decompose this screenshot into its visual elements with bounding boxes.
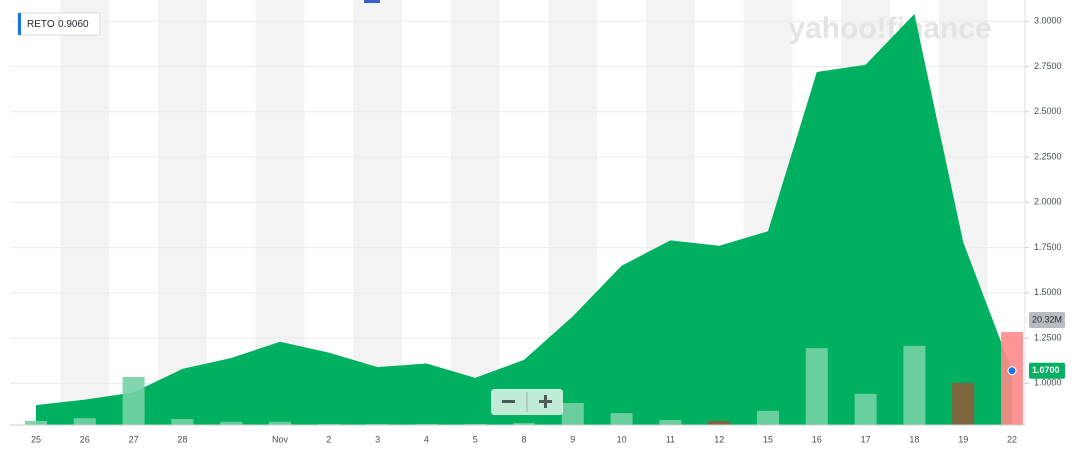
volume-bar xyxy=(171,419,194,425)
y-tick-label: 1.0000 xyxy=(1034,378,1062,388)
legend-value: 0.9060 xyxy=(58,19,89,30)
x-tick-label: 5 xyxy=(473,434,478,444)
legend: RETO 0.9060 xyxy=(17,12,101,36)
x-tick-label: 9 xyxy=(570,434,575,444)
volume-bar xyxy=(269,421,291,425)
volume-bar xyxy=(708,420,731,425)
volume-bar xyxy=(805,348,828,425)
x-tick-label: 25 xyxy=(31,434,41,444)
volume-bar xyxy=(513,423,535,425)
volume-bar xyxy=(903,345,926,425)
price-tag-label: 1.0700 xyxy=(1032,365,1060,375)
y-tick-label: 1.2500 xyxy=(1034,332,1062,342)
x-tick-label: Nov xyxy=(272,434,289,444)
y-tick-label: 2.2500 xyxy=(1034,151,1062,161)
y-tick-label: 1.5000 xyxy=(1034,287,1062,297)
volume-bar xyxy=(854,393,877,425)
top-marker xyxy=(364,0,380,3)
volume-bar xyxy=(757,410,779,425)
price-tag xyxy=(1029,362,1065,379)
x-tick-label: 3 xyxy=(375,434,380,444)
volume-bar xyxy=(73,418,96,425)
overlay: 25 26 27 28 Nov 2 3 4 5 8 9 10 11 12 15 16 17 18 19 22 1.000… xyxy=(31,16,1065,444)
x-tick-label: 2 xyxy=(326,434,331,444)
x-tick-label: 26 xyxy=(80,434,90,444)
x-tick-label: 28 xyxy=(177,434,187,444)
band xyxy=(450,0,500,425)
x-tick-label: 19 xyxy=(958,434,968,444)
price-area xyxy=(36,14,1012,425)
x-tick-label: 10 xyxy=(617,434,627,444)
y-tick-label: 2.7500 xyxy=(1034,61,1062,71)
legend-symbol: RETO xyxy=(27,19,55,30)
volume-bar xyxy=(25,420,47,425)
y-tick-label: 1.7500 xyxy=(1034,242,1062,252)
plot xyxy=(25,14,1023,425)
legend-swatch xyxy=(18,13,21,35)
volume-bar xyxy=(610,413,633,425)
volume-tag xyxy=(1029,312,1065,329)
volume-bar xyxy=(220,421,243,425)
x-tick-label: 16 xyxy=(812,434,822,444)
last-price-dot xyxy=(1007,366,1017,376)
x-tick-label: 8 xyxy=(521,434,526,444)
band xyxy=(158,0,207,425)
volume-bar xyxy=(659,419,682,425)
volume-tag-label: 20.32M xyxy=(1032,314,1062,324)
y-tick-label: 2.5000 xyxy=(1034,106,1062,116)
x-tick-label: 22 xyxy=(1007,434,1017,444)
x-tick-label: 27 xyxy=(129,434,139,444)
x-tick-label: 15 xyxy=(763,434,773,444)
band xyxy=(60,0,110,425)
volume-bar xyxy=(561,403,584,425)
volume-bar xyxy=(952,382,975,425)
x-tick-label: 12 xyxy=(714,434,724,444)
zoom-in-vertical xyxy=(544,395,547,408)
x-tick-label: 11 xyxy=(666,434,675,444)
volume-bar xyxy=(122,376,145,425)
zoom-out[interactable] xyxy=(502,400,515,403)
y-tick-label: 2.0000 xyxy=(1034,197,1062,207)
volume-bar xyxy=(1001,332,1023,425)
x-tick-label: 18 xyxy=(909,434,919,444)
x-tick-label: 17 xyxy=(861,434,871,444)
zoom-controls[interactable] xyxy=(491,389,563,415)
x-tick-label: 4 xyxy=(424,434,429,444)
y-tick-label: 3.0000 xyxy=(1034,16,1062,26)
band xyxy=(353,0,402,425)
